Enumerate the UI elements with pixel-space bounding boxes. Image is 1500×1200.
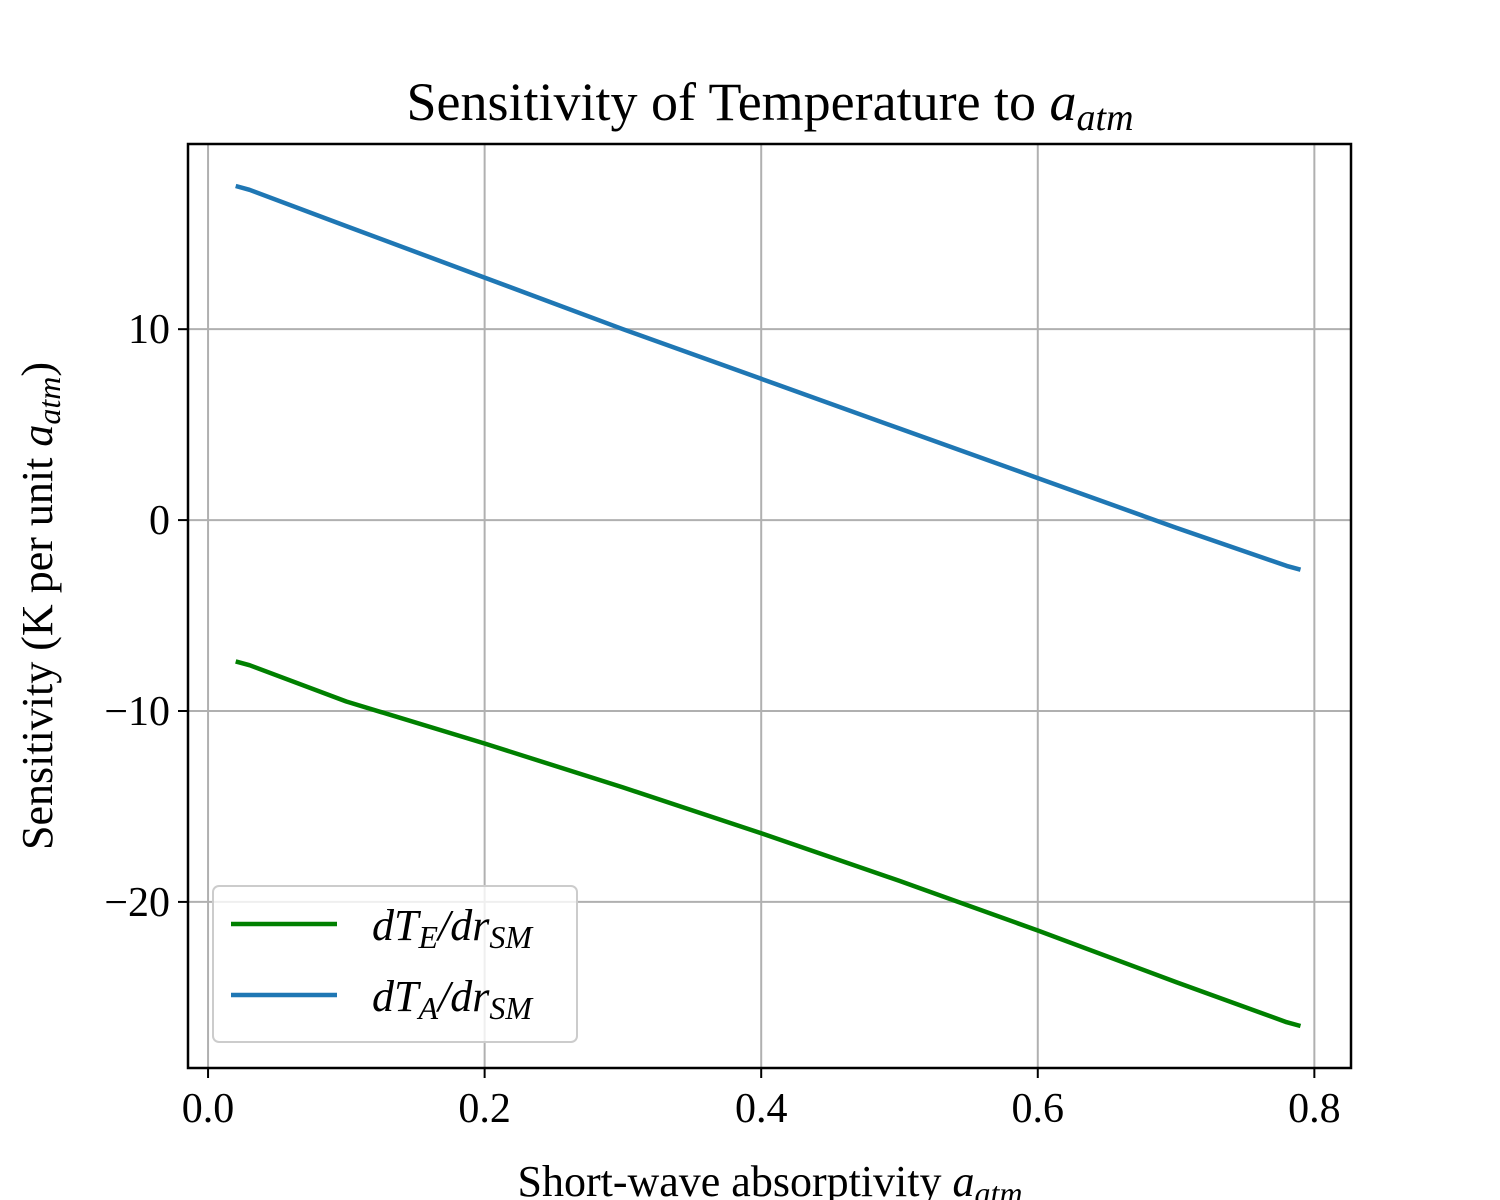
plot-frame <box>186 142 1353 1070</box>
x-tick-label: 0.6 <box>1012 1086 1065 1132</box>
y-tick-label: −10 <box>104 689 170 735</box>
y-tick-label: 0 <box>149 498 170 544</box>
legend-label-dTE: dTE/drSM <box>372 901 534 955</box>
series-line-dTA <box>235 183 1302 572</box>
x-tick-label: 0.4 <box>735 1086 788 1132</box>
y-axis-ticks: −20 −10 0 10 <box>104 307 188 926</box>
chart-title: Sensitivity of Temperature to aatm <box>406 72 1133 139</box>
x-tick-label: 0.8 <box>1288 1086 1341 1132</box>
legend: dTE/drSM dTA/drSM <box>212 885 578 1043</box>
x-axis-label: Short-wave absorptivity aatm <box>517 1157 1022 1200</box>
y-tick-label: 10 <box>128 307 170 353</box>
series-layer <box>235 183 1302 1029</box>
x-axis-ticks: 0.0 0.2 0.4 0.6 0.8 <box>182 1068 1341 1132</box>
x-tick-label: 0.0 <box>182 1086 235 1132</box>
y-axis-label: Sensitivity (K per unit aatm) <box>13 362 67 850</box>
y-grid <box>188 328 1351 903</box>
series-line-dTE <box>235 659 1302 1029</box>
y-tick-label: −20 <box>104 880 170 926</box>
legend-label-dTA: dTA/drSM <box>372 972 534 1026</box>
x-tick-label: 0.2 <box>458 1086 511 1132</box>
